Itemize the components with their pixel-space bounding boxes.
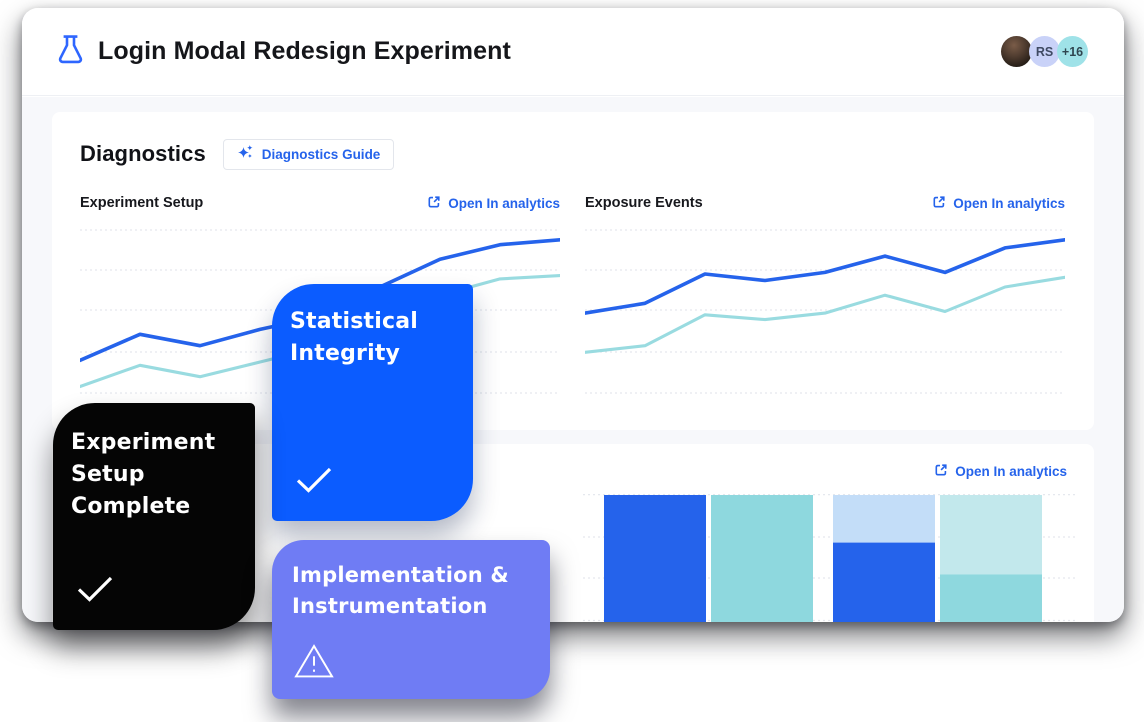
diagnostics-guide-button[interactable]: Diagnostics Guide — [222, 138, 395, 170]
page-title: Login Modal Redesign Experiment — [98, 37, 511, 65]
sparkle-icon — [237, 144, 254, 164]
open-in-analytics-link-setup[interactable]: Open In analytics — [427, 195, 560, 212]
flask-icon — [56, 34, 85, 70]
open-in-analytics-link-exposure[interactable]: Open In analytics — [932, 195, 1065, 212]
status-card-statistical-integrity[interactable]: Statistical Integrity — [272, 284, 473, 521]
external-link-icon — [934, 463, 948, 480]
diagnostics-heading: Diagnostics — [80, 141, 206, 166]
status-card-implementation-instrumentation[interactable]: Implementation & Instrumentation — [272, 540, 550, 699]
external-link-icon — [932, 195, 946, 212]
external-link-icon — [427, 195, 441, 212]
status-card-label: Experiment Setup Complete — [71, 430, 216, 519]
experiment-setup-title: Experiment Setup — [80, 195, 204, 211]
avatar-extra-count[interactable]: +16 — [1057, 36, 1088, 67]
status-card-label: Implementation & Instrumentation — [292, 563, 509, 618]
diagnostics-header: Diagnostics Diagnostics Guide — [80, 138, 1066, 170]
check-icon — [296, 467, 332, 497]
check-icon — [77, 576, 113, 606]
avatar-photo[interactable] — [1001, 36, 1032, 67]
assignment-bar-chart — [583, 494, 1078, 622]
open-in-analytics-label: Open In analytics — [448, 195, 560, 211]
avatar-group[interactable]: RS +16 — [1001, 36, 1088, 67]
open-in-analytics-link-bars[interactable]: Open In analytics — [934, 463, 1067, 480]
exposure-events-section: Exposure Events Open In analytics — [585, 194, 1065, 397]
status-card-experiment-setup-complete[interactable]: Experiment Setup Complete — [53, 403, 255, 630]
status-card-label: Statistical Integrity — [290, 309, 419, 366]
avatar-initials[interactable]: RS — [1029, 36, 1060, 67]
open-in-analytics-label: Open In analytics — [953, 195, 1065, 211]
diagnostics-panel: Diagnostics Diagnostics Guide — [52, 112, 1094, 430]
open-in-analytics-label: Open In analytics — [955, 464, 1067, 479]
exposure-events-title: Exposure Events — [585, 195, 703, 211]
diagnostics-guide-label: Diagnostics Guide — [261, 146, 381, 162]
window-header: Login Modal Redesign Experiment RS +16 — [22, 8, 1124, 96]
warning-icon — [293, 643, 335, 683]
charts-row: Experiment Setup Open In analytics — [80, 194, 1066, 397]
exposure-events-line-chart — [585, 229, 1065, 394]
